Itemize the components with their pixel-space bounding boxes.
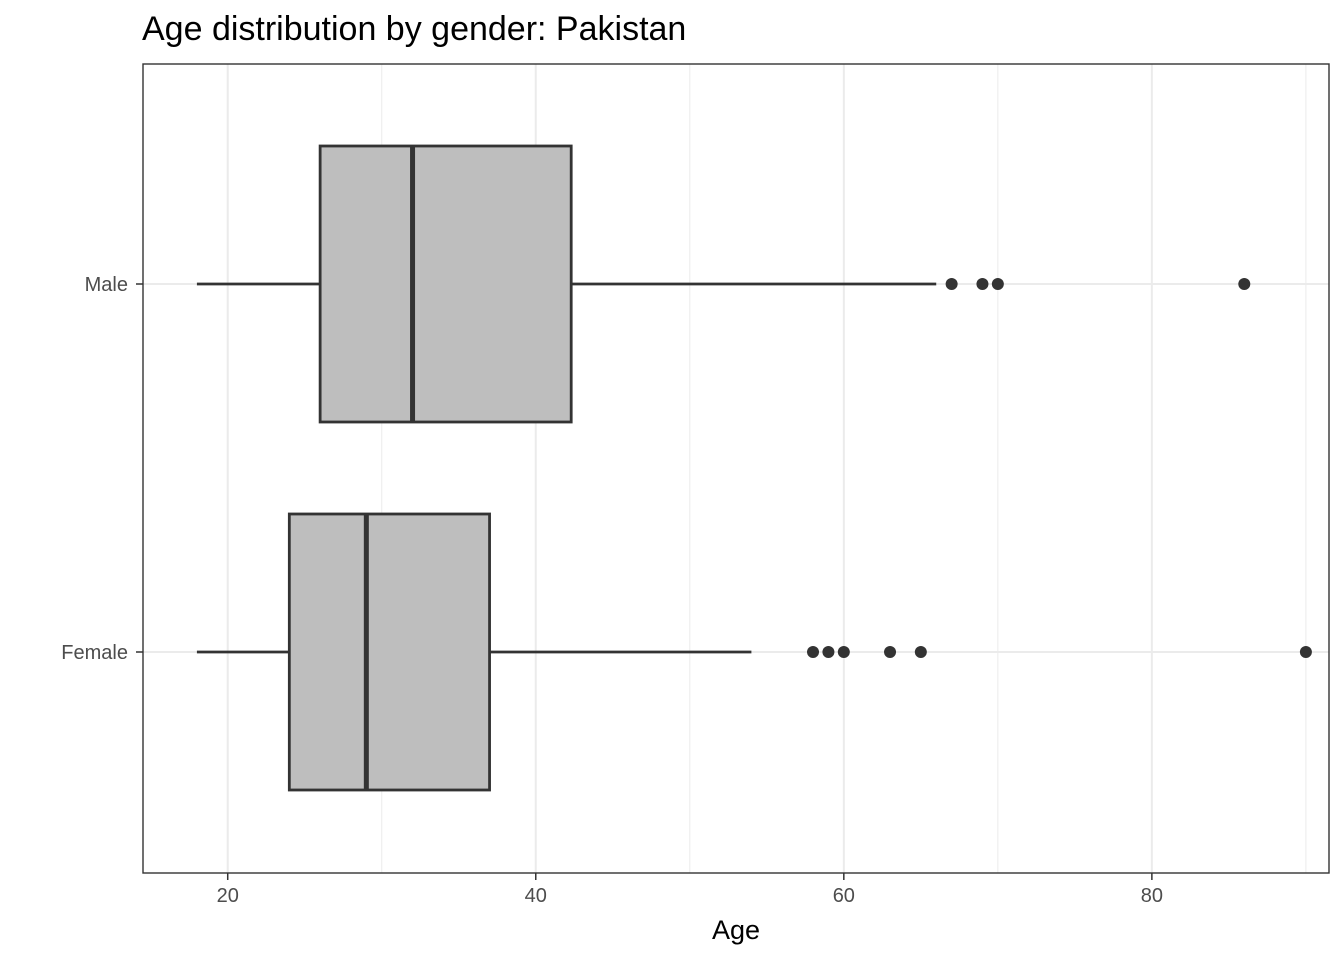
outlier-point <box>914 646 927 658</box>
outlier-point <box>991 278 1004 290</box>
plot-marks <box>196 144 1312 792</box>
outlier-point <box>837 646 850 658</box>
y-tick-label: Male <box>85 274 128 296</box>
boxplot-male <box>196 144 1251 424</box>
outlier-point <box>976 278 989 290</box>
x-tick-label: 60 <box>833 885 855 907</box>
x-tick-label: 20 <box>217 885 239 907</box>
x-tick-label: 80 <box>1141 885 1163 907</box>
y-tick-label: Female <box>61 642 128 664</box>
outlier-point <box>1238 278 1251 290</box>
outlier-point <box>822 646 835 658</box>
x-tick-label: 40 <box>525 885 547 907</box>
box-iqr <box>318 144 573 424</box>
outlier-point <box>807 646 820 658</box>
outlier-point <box>945 278 958 290</box>
box-iqr <box>287 512 491 792</box>
plot-panel-border <box>142 63 1330 874</box>
outlier-point <box>1299 646 1312 658</box>
x-axis-title: Age <box>712 915 760 945</box>
boxplot-female <box>196 512 1312 792</box>
outlier-point <box>884 646 897 658</box>
chart-title: Age distribution by gender: Pakistan <box>142 10 686 48</box>
axes: 20 40 60 80 Male Female <box>61 274 1163 907</box>
